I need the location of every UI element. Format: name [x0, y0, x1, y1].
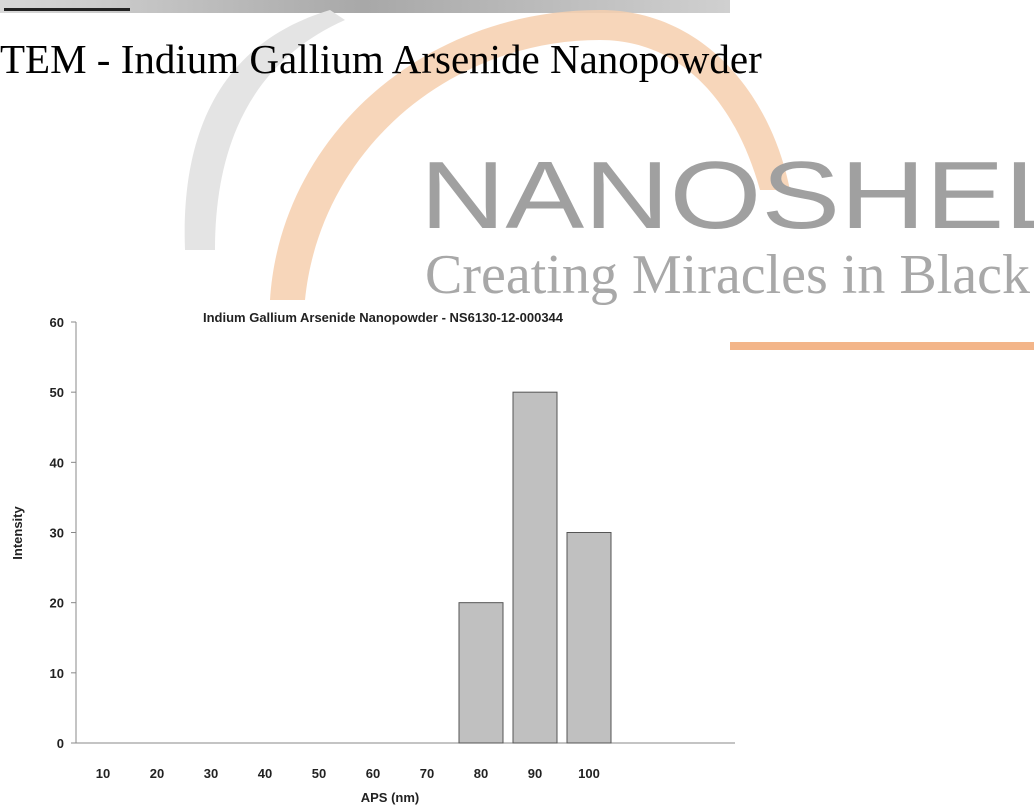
y-axis-label: Intensity — [10, 506, 25, 560]
y-tick-label: 0 — [57, 736, 64, 751]
x-tick-label: 90 — [528, 766, 542, 781]
x-tick-label: 40 — [258, 766, 272, 781]
bar — [567, 533, 611, 744]
x-tick-label: 60 — [366, 766, 380, 781]
y-tick-label: 10 — [50, 666, 64, 681]
x-tick-label: 20 — [150, 766, 164, 781]
x-tick-label: 80 — [474, 766, 488, 781]
watermark-stripe — [730, 342, 1034, 350]
page: TEM - Indium Gallium Arsenide Nanopowder… — [0, 0, 1034, 810]
x-tick-label: 10 — [96, 766, 110, 781]
tem-image-strip — [0, 0, 730, 13]
x-axis-label: APS (nm) — [361, 790, 420, 805]
watermark-brand: NANOSHEL — [420, 142, 1034, 249]
y-tick-label: 20 — [50, 596, 64, 611]
x-tick-label: 50 — [312, 766, 326, 781]
heading: TEM - Indium Gallium Arsenide Nanopowder — [0, 36, 762, 82]
bar — [513, 392, 557, 743]
y-tick-label: 60 — [50, 315, 64, 330]
chart-title: Indium Gallium Arsenide Nanopowder - NS6… — [203, 310, 564, 325]
y-tick-label: 30 — [50, 526, 64, 541]
bar — [459, 603, 503, 743]
watermark-tagline: Creating Miracles in Black — [425, 244, 1030, 306]
x-tick-label: 70 — [420, 766, 434, 781]
y-tick-label: 40 — [50, 455, 64, 470]
x-tick-label: 100 — [578, 766, 600, 781]
x-tick-label: 30 — [204, 766, 218, 781]
scale-bar — [4, 8, 130, 11]
y-tick-label: 50 — [50, 385, 64, 400]
